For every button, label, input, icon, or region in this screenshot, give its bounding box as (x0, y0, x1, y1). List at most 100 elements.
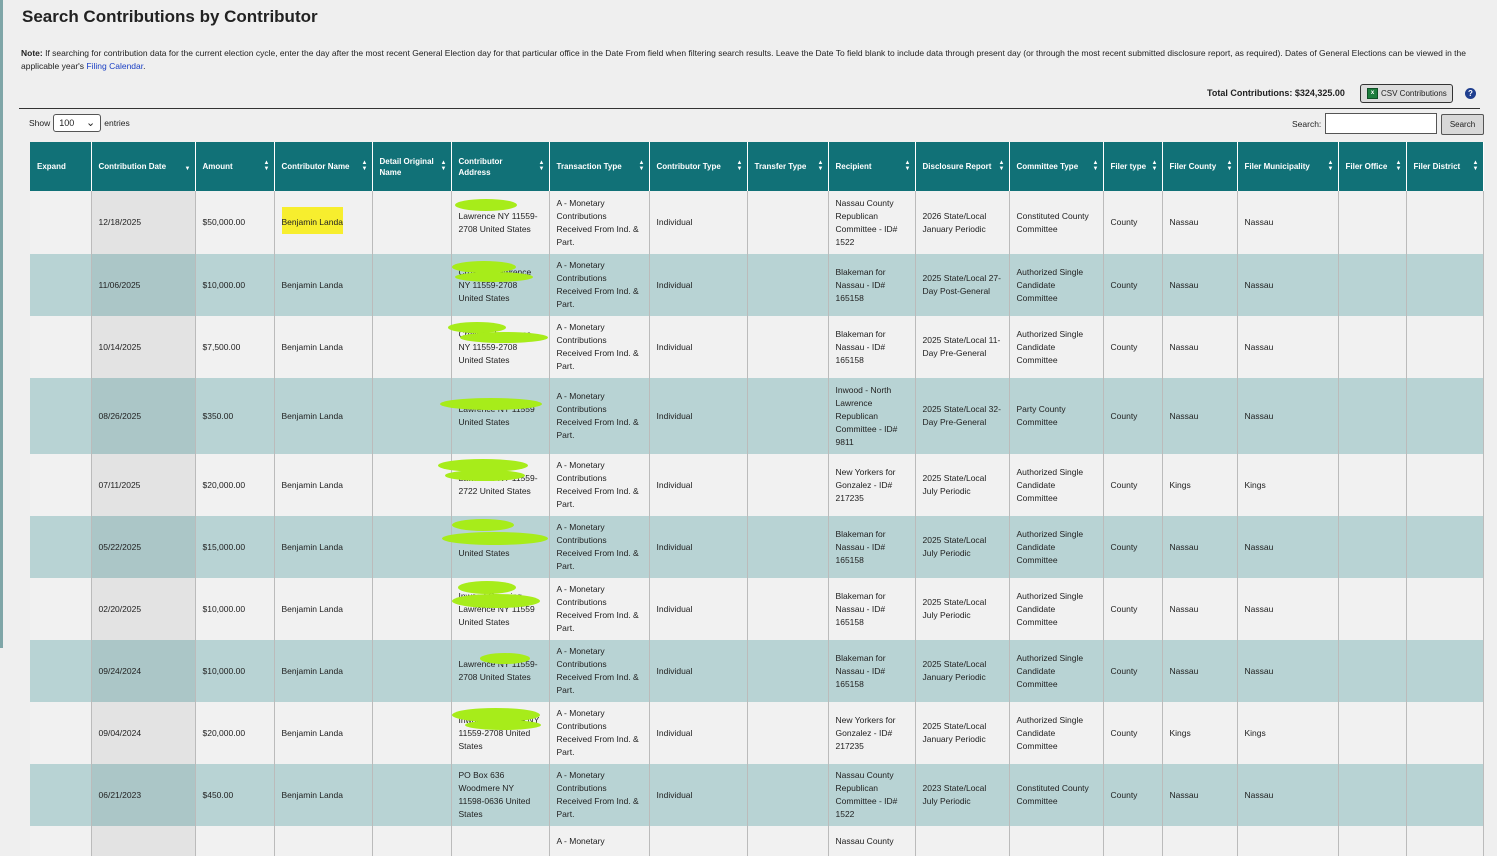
table-cell: 2025 State/Local January Periodic (915, 702, 1010, 764)
table-cell: Nassau (1162, 254, 1238, 316)
table-cell[interactable] (30, 764, 92, 826)
table-row[interactable]: 02/20/2025 $10,000.00 Benjamin Landa Inwood… (30, 578, 1484, 640)
column-header[interactable]: Filer Office ▲ ▼ (1338, 142, 1407, 191)
column-header[interactable]: Contributor Name ▲ ▼ (274, 142, 373, 191)
table-cell (1338, 191, 1407, 254)
table-cell (1338, 640, 1407, 702)
column-header-label: Contributor Address (458, 156, 503, 177)
cell-muni: Nassau (1244, 279, 1274, 290)
sort-icon: ▲ ▼ (1226, 160, 1233, 172)
column-header-label: Recipient (835, 162, 872, 171)
cell-name: Benjamin Landa (281, 479, 343, 490)
column-header[interactable]: Transfer Type ▲ ▼ (747, 142, 829, 191)
table-cell[interactable] (30, 702, 92, 764)
cell-amount: $20,000.00 (202, 479, 246, 490)
cell-report: 2025 State/Local July Periodic (922, 535, 987, 558)
column-header[interactable]: Filer type ▲ ▼ (1103, 142, 1163, 191)
table-cell[interactable] (30, 316, 92, 378)
table-cell: 08/26/2025 (91, 378, 196, 454)
search-button[interactable]: Search (1441, 114, 1484, 135)
table-cell[interactable] (30, 516, 92, 578)
column-header-label: Disclosure Report (922, 162, 992, 171)
column-header[interactable]: Committee Type ▲ ▼ (1009, 142, 1104, 191)
table-row[interactable]: 08/26/2025 $350.00 Benjamin Landa Lawrence … (30, 378, 1484, 454)
table-row[interactable]: A - Monetary Nassau County (30, 826, 1484, 856)
search-input[interactable] (1325, 113, 1437, 134)
table-cell (372, 640, 452, 702)
cell-report: 2025 State/Local 32-Day Pre-General (922, 404, 1001, 427)
redaction-mark (455, 272, 533, 282)
cell-muni: Nassau (1244, 217, 1274, 227)
entries-select[interactable]: 100 ⌄ (53, 114, 102, 132)
help-icon[interactable]: ? (1465, 88, 1476, 99)
column-header[interactable]: Recipient ▲ ▼ (828, 142, 916, 191)
cell-county: Nassau (1169, 279, 1199, 290)
table-cell: A - Monetary (549, 826, 650, 856)
column-header[interactable]: Disclosure Report ▲ ▼ (915, 142, 1010, 191)
column-header[interactable]: Detail Original Name ▲ ▼ (372, 142, 452, 191)
table-cell (747, 454, 829, 516)
table-cell: Nassau County Republican Committee - ID#… (828, 764, 916, 826)
column-header[interactable]: Filer County ▲ ▼ (1162, 142, 1238, 191)
cell-date: 06/21/2023 (98, 789, 142, 800)
show-label: Show (29, 118, 51, 128)
column-header[interactable]: Filer Municipality ▲ ▼ (1237, 142, 1339, 191)
cell-txn: A - Monetary Contributions Received From… (556, 708, 639, 757)
csv-contributions-button[interactable]: x CSV Contributions (1360, 84, 1453, 103)
table-cell[interactable] (30, 640, 92, 702)
table-cell[interactable] (30, 254, 92, 316)
table-cell: $7,500.00 (195, 316, 275, 378)
table-cell[interactable] (30, 191, 92, 254)
cell-county: Nassau (1169, 789, 1199, 800)
table-cell: 10/14/2025 (91, 316, 196, 378)
table-cell: 12/18/2025 (91, 191, 196, 254)
column-header[interactable]: Expand (30, 142, 92, 191)
cell-committee: Constituted County Committee (1016, 210, 1089, 234)
table-row[interactable]: 06/21/2023 $450.00 Benjamin Landa PO Box 63… (30, 764, 1484, 826)
redaction-mark (460, 332, 548, 343)
redaction-mark (448, 322, 506, 333)
filing-calendar-link[interactable]: Filing Calendar (86, 61, 144, 71)
table-cell: 09/24/2024 (91, 640, 196, 702)
table-cell[interactable] (30, 578, 92, 640)
column-header[interactable]: Amount ▲ ▼ (195, 142, 275, 191)
cell-committee: Authorized Single Candidate Committee (1016, 714, 1084, 751)
table-cell: Nassau (1162, 316, 1238, 378)
left-edge-rule (0, 0, 3, 648)
table-cell: 2025 State/Local July Periodic (915, 454, 1010, 516)
column-header[interactable]: Contribution Date ▼ (91, 142, 196, 191)
cell-committee: Party County Committee (1016, 404, 1066, 427)
table-cell: Party County Committee (1009, 378, 1104, 454)
table-row[interactable]: 12/18/2025 $50,000.00 Benjamin Landa Lawren… (30, 191, 1484, 254)
cell-name: Benjamin Landa (281, 665, 343, 676)
table-cell: Authorized Single Candidate Committee (1009, 454, 1104, 516)
table-cell: Individual (649, 454, 748, 516)
table-cell: 2025 State/Local July Periodic (915, 516, 1010, 578)
table-cell: $20,000.00 (195, 702, 275, 764)
column-header[interactable]: Filer District ▲ ▼ (1406, 142, 1484, 191)
column-header[interactable]: Transaction Type ▲ ▼ (549, 142, 650, 191)
column-header[interactable]: Contributor Address ▲ ▼ (451, 142, 550, 191)
cell-txn: A - Monetary Contributions Received From… (556, 522, 639, 571)
table-row[interactable]: 09/24/2024 $10,000.00 Benjamin Landa Lawren… (30, 640, 1484, 702)
column-header-label: Transfer Type (754, 162, 807, 171)
cell-report: 2025 State/Local July Periodic (922, 597, 987, 620)
cell-ctype: Individual (656, 541, 693, 552)
table-cell[interactable] (30, 826, 92, 856)
table-cell: $450.00 (195, 764, 275, 826)
table-cell[interactable] (30, 378, 92, 454)
table-cell (372, 516, 452, 578)
cell-report: 2025 State/Local January Periodic (922, 659, 987, 682)
column-header[interactable]: Contributor Type ▲ ▼ (649, 142, 748, 191)
table-cell: Nassau (1162, 764, 1238, 826)
table-cell[interactable] (30, 454, 92, 516)
table-cell (274, 826, 373, 856)
table-cell (1009, 826, 1104, 856)
cell-date: 02/20/2025 (98, 603, 142, 614)
table-cell (372, 378, 452, 454)
